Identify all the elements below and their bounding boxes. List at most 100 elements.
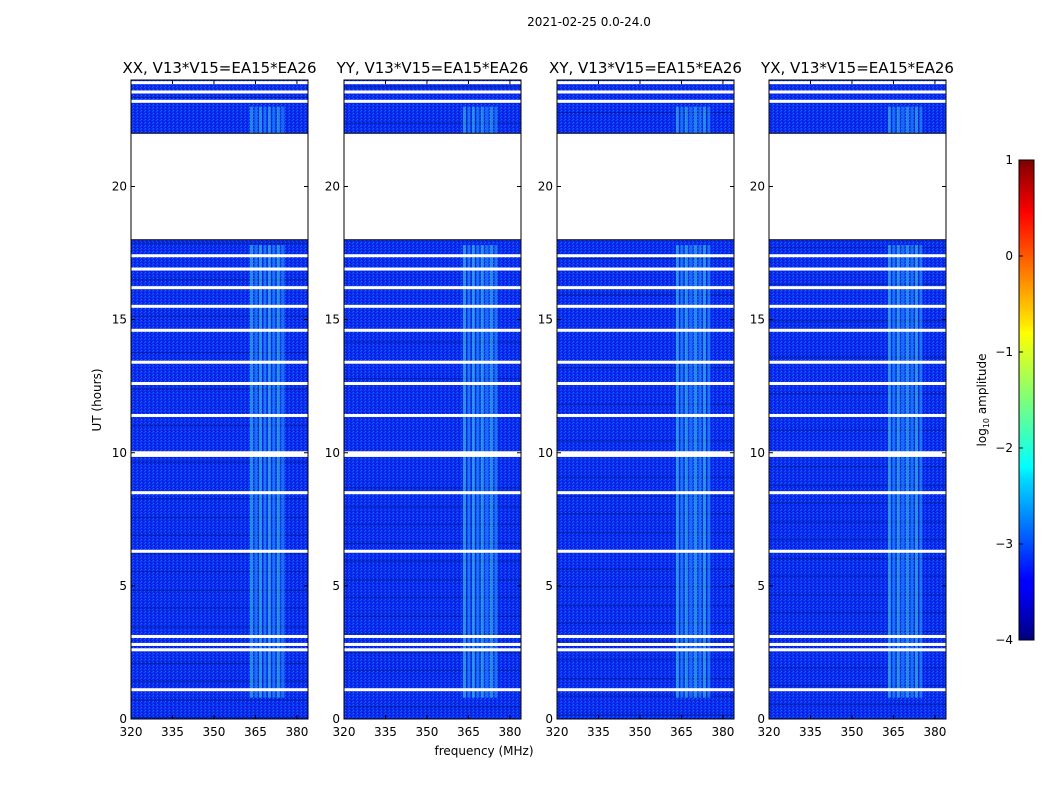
flagged-row [131,451,308,455]
panel-0: XX, V13*V15=EA15*EA26 320 335 350 365 380 0 5 10… [112,59,317,739]
flagged-row [131,267,308,271]
rfi-strip [693,245,697,698]
dark-band [131,553,308,555]
flagged-row [769,491,946,495]
flagged-row [769,267,946,271]
dark-band [344,560,521,562]
y-tick-label: 20 [112,180,127,194]
y-tick-label: 0 [119,712,127,726]
panel-frame [130,79,309,720]
y-tick-label: 10 [750,446,765,460]
y-tick-label: 20 [538,180,553,194]
x-tick-label: 380 [498,725,521,739]
dark-band [769,630,946,633]
dark-band [344,377,521,380]
x-tick-label: 365 [670,725,693,739]
dark-band [344,487,521,489]
dark-band [557,294,734,296]
colorbar-tick-label: −3 [995,537,1013,551]
dark-band [344,615,521,617]
dark-band [131,516,308,519]
rfi-strip [698,106,702,134]
dark-band [769,611,946,614]
flagged-row [557,549,734,553]
colorbar-tick-label: 1 [1005,153,1013,167]
dark-band [769,484,946,487]
dark-band [557,257,734,260]
flagged-row [769,453,946,457]
data-gap [344,133,521,240]
flagged-row [131,360,308,364]
rfi-strip [263,245,267,698]
dark-band [344,122,521,124]
y-tick-label: 5 [757,579,765,593]
rfi-strip [254,106,258,134]
dark-band [557,695,734,697]
x-tick-label: 380 [285,725,308,739]
rfi-strip [258,106,262,134]
colorbar-tick-label: 0 [1005,249,1013,263]
rfi-strip [462,106,466,134]
dark-band [344,506,521,508]
colorbar-tick-label: −1 [995,345,1013,359]
rfi-strip [914,245,918,698]
rfi-strip [684,245,688,698]
flagged-row [769,328,946,332]
flagged-row [557,81,734,85]
y-tick-label: 15 [538,313,553,327]
flagged-row [769,688,946,692]
flagged-row [344,90,521,94]
rfi-strip [480,245,484,698]
x-tick-label: 335 [374,725,397,739]
rfi-strip [689,106,693,134]
flagged-row [344,491,521,495]
flagged-row [131,642,308,646]
dark-band [769,466,946,468]
dark-band [557,677,734,680]
dark-band [131,626,308,628]
colorbar-label-main: log [975,428,989,446]
x-tick-label: 380 [711,725,734,739]
dark-band [557,111,734,114]
dark-band [769,557,946,560]
dark-band [557,586,734,588]
dark-band [557,532,734,534]
rfi-strip [896,245,900,698]
dark-band [344,633,521,635]
rfi-strip [702,106,706,134]
dark-band [131,570,308,573]
flagged-row [344,634,521,638]
flagged-row [557,382,734,386]
flagged-row [131,688,308,692]
rfi-strip [476,106,480,134]
x-axis-label: frequency (MHz) [434,744,533,758]
rfi-strip [462,245,466,698]
panels: XX, V13*V15=EA15*EA26 320 335 350 365 380 0 5 10… [112,59,954,739]
y-tick-label: 10 [538,446,553,460]
dark-band [131,716,308,719]
flagged-row [344,360,521,364]
dark-band [769,502,946,504]
dark-band [557,605,734,607]
colorbar-gradient [1018,159,1035,641]
x-tick-label: 335 [587,725,610,739]
rfi-strip [272,245,276,698]
rfi-strip [258,245,262,698]
flagged-row [344,304,521,308]
y-tick-label: 15 [325,313,340,327]
flagged-row [344,413,521,417]
rfi-strip [910,245,914,698]
dark-band [344,652,521,654]
rfi-strip [680,106,684,134]
flagged-row [557,491,734,495]
data-gap [557,133,734,240]
dark-band [344,669,521,671]
rfi-strip [489,106,493,134]
y-tick-label: 0 [545,712,553,726]
panel-title: YX, V13*V15=EA15*EA26 [760,59,954,77]
flagged-row [557,642,734,646]
dark-band [131,388,308,390]
flagged-row [344,99,521,103]
dark-band [344,706,521,708]
